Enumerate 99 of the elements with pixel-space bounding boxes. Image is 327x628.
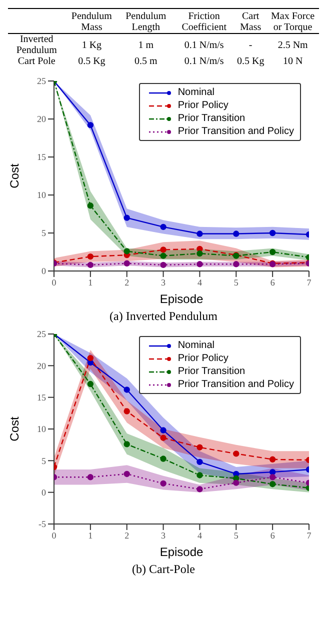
category-label: Friction Coefficient xyxy=(180,11,228,34)
text: 1 Kg xyxy=(82,40,102,50)
point xyxy=(269,456,276,462)
x-tick-label: 5 xyxy=(234,530,239,540)
x-tick-label: 7 xyxy=(306,277,312,288)
point xyxy=(160,456,166,462)
legend-label: Nominal xyxy=(178,87,215,98)
point xyxy=(87,354,94,362)
point xyxy=(124,470,130,478)
x-tick-label: 7 xyxy=(306,530,312,540)
x-tick-label: 0 xyxy=(52,530,57,540)
point xyxy=(160,252,166,259)
x-axis-title: Episode xyxy=(160,545,204,559)
text: 0.1 N/m/s xyxy=(184,56,224,67)
x-tick-label: 4 xyxy=(197,277,202,288)
legend-label: Prior Policy xyxy=(178,100,228,111)
text: (a) Inverted Pendulum xyxy=(108,309,218,324)
category-label: Cart Pole xyxy=(18,56,56,67)
y-tick-label: 5 xyxy=(42,456,46,466)
y-tick-label: 0 xyxy=(42,266,46,276)
legend-label: Prior Transition xyxy=(178,366,246,377)
category-label: Inverted Pendulum xyxy=(16,34,57,56)
legend-label: Nominal xyxy=(178,340,215,351)
category-label: Cart Mass xyxy=(239,11,262,34)
point xyxy=(160,480,166,487)
x-tick-label: 4 xyxy=(197,530,202,540)
point xyxy=(233,261,240,268)
x-tick-label: 1 xyxy=(88,530,93,540)
point xyxy=(87,262,94,268)
point xyxy=(269,248,276,256)
point xyxy=(269,468,276,476)
point xyxy=(269,481,276,488)
category-label: Pendulum Mass xyxy=(70,11,113,34)
y-tick-label: 15 xyxy=(37,152,46,162)
point xyxy=(160,262,166,268)
point xyxy=(269,474,276,480)
point xyxy=(124,386,130,393)
text: 0.5 m xyxy=(134,56,158,67)
category-label: Max Force or Torque xyxy=(270,11,316,34)
y-tick-label: 10 xyxy=(37,424,46,434)
y-tick-label: 5 xyxy=(42,228,46,238)
x-tick-label: 1 xyxy=(88,277,93,288)
point xyxy=(196,486,203,492)
point xyxy=(196,458,203,466)
point xyxy=(233,450,240,457)
x-tick-label: 6 xyxy=(270,530,276,540)
x-tick-label: 6 xyxy=(270,277,276,288)
x-tick-label: 5 xyxy=(234,277,239,288)
point xyxy=(269,230,276,236)
y-tick-label: 0 xyxy=(42,488,46,498)
text: (b) Cart-Pole xyxy=(131,562,196,577)
text: - xyxy=(248,40,252,50)
point xyxy=(233,480,240,486)
point xyxy=(87,122,94,128)
point xyxy=(196,472,203,478)
text: 2.5 Nm xyxy=(278,40,308,50)
point xyxy=(87,202,94,209)
point xyxy=(160,224,166,230)
point xyxy=(124,248,130,254)
legend-label: Prior Transition and Policy xyxy=(178,126,294,137)
point xyxy=(196,250,203,257)
y-tick-label: 15 xyxy=(37,392,46,403)
y-tick-label: 25 xyxy=(37,329,46,340)
x-tick-label: 3 xyxy=(161,530,166,540)
legend-label: Prior Transition and Policy xyxy=(178,379,294,390)
point xyxy=(160,427,166,434)
y-tick-label: 20 xyxy=(37,114,46,124)
legend-label: Prior Policy xyxy=(178,353,228,364)
text: 10 N xyxy=(282,56,303,67)
y-axis-title: Cost xyxy=(7,163,22,188)
y-tick-label: 10 xyxy=(37,190,46,200)
point xyxy=(124,260,130,266)
y-tick-label: 25 xyxy=(37,76,46,86)
text: 1 m xyxy=(138,40,154,50)
x-tick-label: 0 xyxy=(52,277,57,288)
x-tick-label: 3 xyxy=(161,277,166,288)
x-axis-title: Episode xyxy=(160,292,204,306)
point xyxy=(196,261,203,268)
point xyxy=(233,230,240,237)
legend-label: Prior Transition xyxy=(178,113,246,124)
point xyxy=(160,434,166,441)
point xyxy=(196,444,203,450)
y-tick-label: -5 xyxy=(38,519,46,530)
text: 0.1 N/m/s xyxy=(184,40,224,50)
text: 0.5 Kg xyxy=(236,56,264,67)
y-tick-label: 20 xyxy=(37,360,46,371)
x-tick-label: 2 xyxy=(124,277,130,288)
text: 0.5 Kg xyxy=(78,56,106,67)
point xyxy=(87,253,94,260)
point xyxy=(160,246,166,253)
category-label: Pendulum Length xyxy=(124,11,168,34)
x-tick-label: 2 xyxy=(124,530,130,540)
point xyxy=(124,214,130,221)
y-axis-title: Cost xyxy=(7,416,22,442)
point xyxy=(124,441,130,448)
point xyxy=(87,380,94,388)
point xyxy=(196,230,203,237)
point xyxy=(124,408,130,414)
point xyxy=(87,474,94,480)
